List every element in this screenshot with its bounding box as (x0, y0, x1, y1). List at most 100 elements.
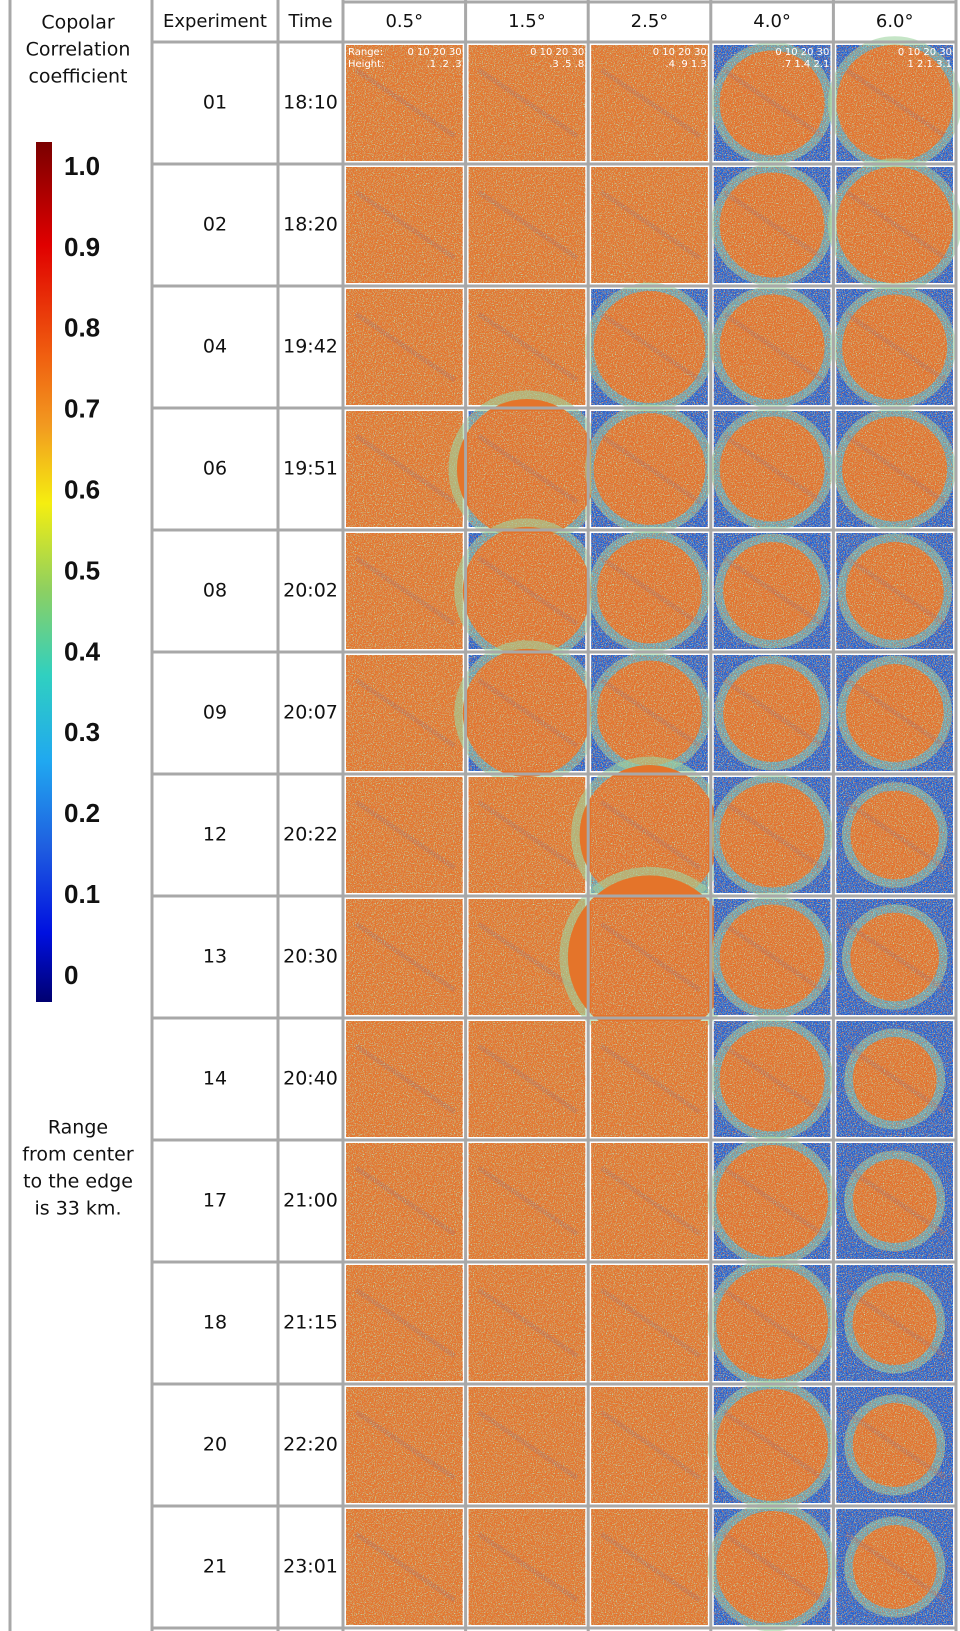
image-noise (713, 1265, 831, 1381)
experiment: 08 (203, 580, 227, 602)
image-noise (836, 167, 953, 283)
image-noise (346, 1509, 463, 1625)
image-noise (836, 777, 953, 893)
time: 20:30 (283, 946, 338, 968)
image-noise (346, 1143, 463, 1259)
experiment: 01 (203, 92, 227, 114)
height-values: .1 .2 .3 (427, 59, 462, 70)
experiment: 06 (203, 458, 227, 480)
range-values: 0 10 20 30 (530, 47, 584, 58)
image-noise (591, 533, 708, 649)
image-noise (591, 411, 708, 527)
height-values: 1 2.1 3.1 (907, 59, 952, 70)
time: 20:22 (283, 824, 338, 846)
time: 20:40 (283, 1068, 338, 1090)
image-noise (591, 899, 708, 1015)
image-noise (591, 45, 708, 161)
image-noise (836, 45, 953, 161)
image-noise (346, 45, 463, 161)
image-noise (713, 533, 831, 649)
height-values: .4 .9 1.3 (665, 59, 706, 70)
column-header: 6.0° (876, 11, 914, 32)
image-noise (713, 777, 831, 893)
height-label: Height: (348, 59, 384, 70)
image-noise (468, 777, 586, 893)
image-noise (468, 533, 586, 649)
image-noise (713, 1021, 831, 1137)
range-values: 0 10 20 30 (408, 47, 462, 58)
time: 20:07 (283, 702, 338, 724)
column-header: 1.5° (508, 11, 546, 32)
time: 18:20 (283, 214, 338, 236)
image-noise (591, 1509, 708, 1625)
image-noise (468, 167, 586, 283)
image-noise (836, 899, 953, 1015)
time: 23:01 (283, 1556, 338, 1578)
image-noise (346, 899, 463, 1015)
scale-label: 0.8 (64, 313, 100, 343)
image-noise (346, 1021, 463, 1137)
image-noise (468, 1021, 586, 1137)
image-noise (346, 289, 463, 405)
column-header: Time (287, 11, 332, 32)
experiment: 02 (203, 214, 227, 236)
column-header: 0.5° (385, 11, 423, 32)
scale-label: 0.5 (64, 555, 100, 585)
experiment: 13 (203, 946, 227, 968)
image-noise (468, 411, 586, 527)
experiment: 12 (203, 824, 227, 846)
image-noise (713, 899, 831, 1015)
image-noise (713, 1509, 831, 1625)
image-noise (591, 1143, 708, 1259)
scale-label: 0.3 (64, 717, 100, 747)
image-noise (836, 1509, 953, 1625)
scale-label: 0.1 (64, 879, 100, 909)
range-values: 0 10 20 30 (898, 47, 952, 58)
range-values: 0 10 20 30 (653, 47, 707, 58)
time: 21:15 (283, 1312, 338, 1334)
height-values: .3 .5 .8 (549, 59, 584, 70)
experiment: 09 (203, 702, 227, 724)
scale-label: 0.4 (64, 636, 101, 666)
column-header: 2.5° (631, 11, 669, 32)
image-noise (836, 1387, 953, 1503)
image-noise (713, 655, 831, 771)
image-noise (713, 289, 831, 405)
scale-label: 0.9 (64, 232, 100, 262)
legend-note: from center (22, 1144, 134, 1166)
scale-label: 0.2 (64, 798, 100, 828)
height-values: .7 1.4 2.1 (782, 59, 830, 70)
image-noise (346, 1387, 463, 1503)
range-label: Range: (348, 47, 383, 58)
image-noise (591, 1021, 708, 1137)
experiment: 04 (203, 336, 227, 358)
experiment: 21 (203, 1556, 227, 1578)
column-header: Experiment (163, 11, 267, 32)
column-header: 4.0° (753, 11, 791, 32)
image-noise (836, 655, 953, 771)
image-noise (836, 289, 953, 405)
colorbar (36, 142, 52, 1002)
time: 21:00 (283, 1190, 338, 1212)
time: 22:20 (283, 1434, 338, 1456)
time: 19:42 (283, 336, 338, 358)
image-noise (836, 411, 953, 527)
scale-label: 0 (64, 960, 78, 990)
experiment: 17 (203, 1190, 227, 1212)
image-noise (468, 1265, 586, 1381)
scale-label: 0.7 (64, 394, 100, 424)
scale-label: 0.6 (64, 474, 100, 504)
image-noise (468, 1509, 586, 1625)
image-noise (713, 1387, 831, 1503)
image-noise (591, 289, 708, 405)
legend-title: Copolar (41, 12, 114, 34)
image-noise (346, 411, 463, 527)
legend-note: to the edge (23, 1171, 133, 1193)
experiment: 14 (203, 1068, 227, 1090)
time: 19:51 (283, 458, 338, 480)
scale-label: 1.0 (64, 151, 100, 181)
time: 18:10 (283, 92, 338, 114)
legend-title: Correlation (26, 39, 131, 61)
image-noise (346, 777, 463, 893)
